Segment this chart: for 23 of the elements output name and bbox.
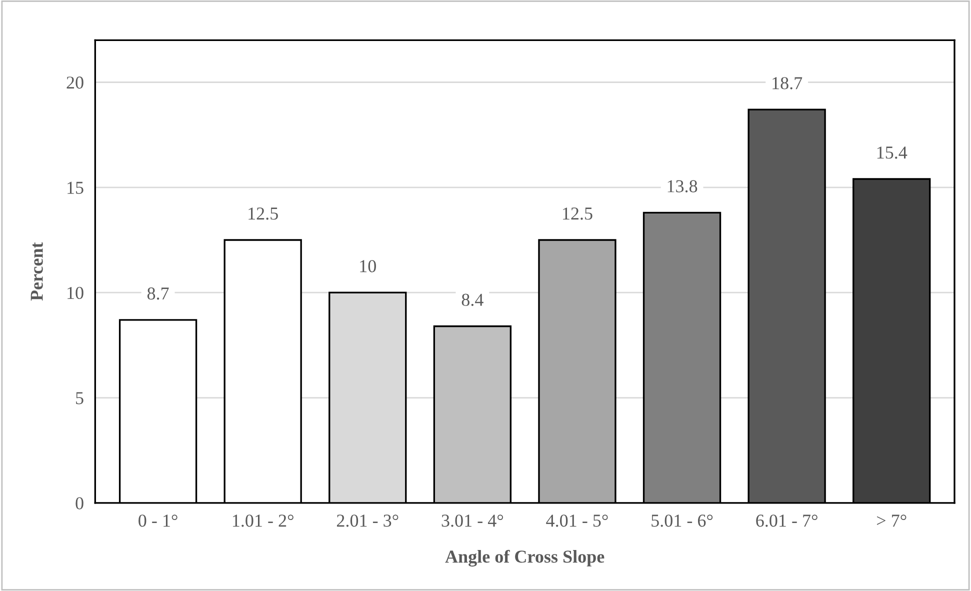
data-label: 8.4 xyxy=(462,294,484,306)
y-tick-label: 10 xyxy=(68,286,84,300)
data-label: 12.5 xyxy=(563,208,592,220)
x-tick-label: 2.01 - 3° xyxy=(336,514,398,527)
data-label: 8.7 xyxy=(147,287,169,300)
x-tick-label: 0 - 1° xyxy=(138,514,178,527)
data-label: 12.5 xyxy=(248,208,278,220)
x-tick-label: 3.01 - 4° xyxy=(442,514,503,527)
x-tick-label: 6.01 - 7° xyxy=(756,514,818,527)
y-axis-title: Percent xyxy=(30,242,43,301)
y-tick-label: 15 xyxy=(68,182,84,194)
x-tick-label: 5.01 - 6° xyxy=(652,514,713,527)
y-tick-label: 0 xyxy=(76,497,84,510)
x-tick-label: > 7° xyxy=(877,514,906,527)
data-label: 15.4 xyxy=(877,146,908,159)
data-label: 18.7 xyxy=(772,77,802,90)
data-label: 13.8 xyxy=(668,180,698,192)
x-axis-title: Angle of Cross Slope xyxy=(445,550,604,567)
x-tick-label: 1.01 - 2° xyxy=(232,514,294,527)
y-tick-label: 5 xyxy=(76,392,84,404)
data-label: 10 xyxy=(360,260,376,272)
y-tick-label: 20 xyxy=(66,76,84,89)
x-tick-label: 4.01 - 5° xyxy=(546,514,608,527)
